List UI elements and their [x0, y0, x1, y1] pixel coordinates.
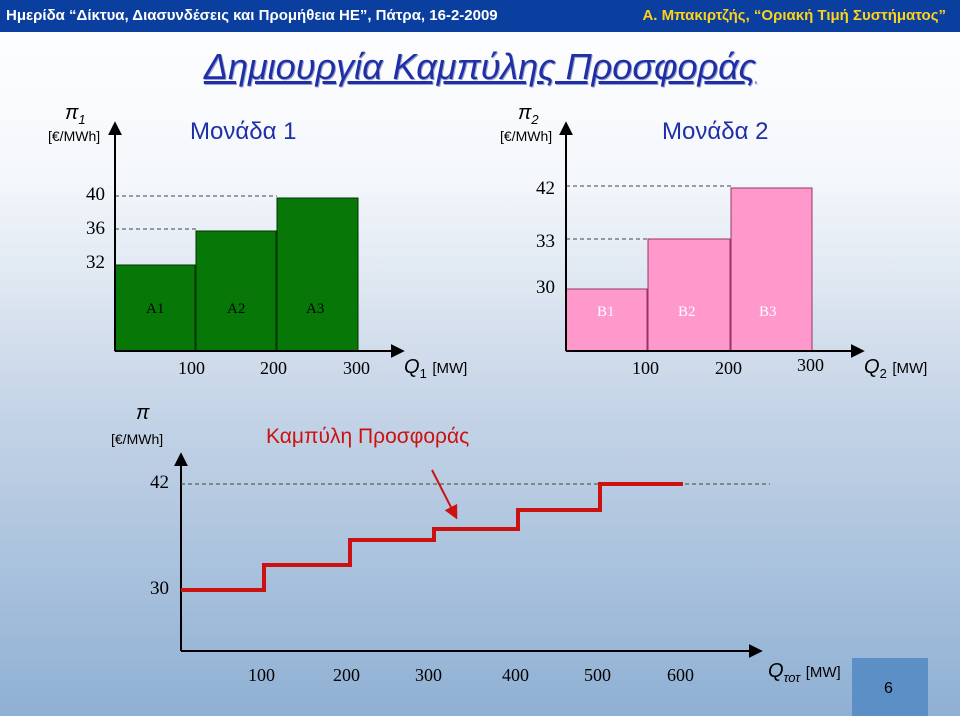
- annotation-arrow: [431, 469, 458, 520]
- supply-x-label: Qτοτ [MW]: [768, 660, 841, 685]
- unit1-ytick-32: 32: [86, 252, 105, 273]
- supply-xtick-600: 600: [667, 665, 694, 685]
- unit2-name: Μονάδα 2: [662, 118, 769, 145]
- unit1-xtick-200: 200: [260, 358, 287, 378]
- supply-xtick-200: 200: [333, 665, 360, 685]
- unit1-x-subscript: 1: [419, 366, 427, 381]
- unit1-xtick-100: 100: [178, 358, 205, 378]
- unit2-x-unit: [MW]: [892, 360, 928, 377]
- unit2-ytick-30: 30: [536, 277, 555, 298]
- block-a3-label: A3: [306, 301, 325, 317]
- block-a1-label: A1: [146, 301, 165, 317]
- supply-x-unit: [MW]: [805, 664, 841, 681]
- supply-xtick-300: 300: [415, 665, 442, 685]
- header-right: Α. Μπακιρτζής, “Οριακή Τιμή Συστήματος”: [642, 7, 946, 24]
- unit1-xtick-300: 300: [343, 358, 370, 378]
- unit2-xtick-100: 100: [632, 358, 659, 378]
- unit2-x-subscript: 2: [879, 366, 887, 381]
- unit2-y-unit: [€/MWh]: [500, 128, 553, 144]
- unit2-xtick-200: 200: [715, 358, 742, 378]
- unit2-ytick-42: 42: [536, 178, 555, 199]
- supply-curve: [181, 482, 683, 592]
- page-number-box: 6: [852, 658, 928, 716]
- supply-xtick-400: 400: [502, 665, 529, 685]
- unit2-y-symbol: π2: [518, 102, 539, 127]
- block-a3: [276, 197, 359, 352]
- supply-x-subscript: τοτ: [783, 670, 801, 685]
- header-left: Ημερίδα “Δίκτυα, Διασυνδέσεις και Προμήθ…: [6, 7, 498, 24]
- unit1-name: Μονάδα 1: [190, 118, 297, 145]
- unit2-xtick-300: 300: [797, 355, 824, 375]
- block-b3-label: B3: [759, 304, 777, 320]
- block-a2-label: A2: [227, 301, 246, 317]
- unit2-x-label: Q2 [MW]: [864, 356, 928, 381]
- block-b3: [730, 187, 813, 352]
- block-b2-label: B2: [678, 304, 696, 320]
- supply-annotation: Καμπύλη Προσφοράς: [266, 425, 470, 448]
- unit1-x-unit: [MW]: [432, 360, 468, 377]
- supply-xtick-100: 100: [248, 665, 275, 685]
- slide-title: Δημιουργία Καμπύλης Προσφοράς: [203, 46, 757, 87]
- supply-y-symbol: π: [136, 402, 150, 424]
- unit2-ytick-33: 33: [536, 231, 555, 252]
- unit1-y-subscript: 1: [78, 112, 86, 127]
- block-a2: [195, 230, 277, 352]
- unit1-y-symbol: π1: [65, 102, 86, 127]
- supply-ytick-42: 42: [150, 472, 169, 493]
- unit1-x-label: Q1 [MW]: [404, 356, 468, 381]
- supply-ytick-30: 30: [150, 578, 169, 599]
- block-b2: [647, 238, 731, 352]
- unit1-ytick-36: 36: [86, 218, 105, 239]
- page-number: 6: [884, 680, 893, 697]
- supply-y-unit: [€/MWh]: [111, 431, 164, 447]
- unit1-ytick-40: 40: [86, 184, 105, 205]
- supply-xtick-500: 500: [584, 665, 611, 685]
- block-b1: [565, 288, 648, 352]
- block-b1-label: B1: [597, 304, 615, 320]
- header-bar: Ημερίδα “Δίκτυα, Διασυνδέσεις και Προμήθ…: [0, 0, 960, 32]
- unit2-y-subscript: 2: [531, 112, 539, 127]
- unit1-y-unit: [€/MWh]: [48, 128, 101, 144]
